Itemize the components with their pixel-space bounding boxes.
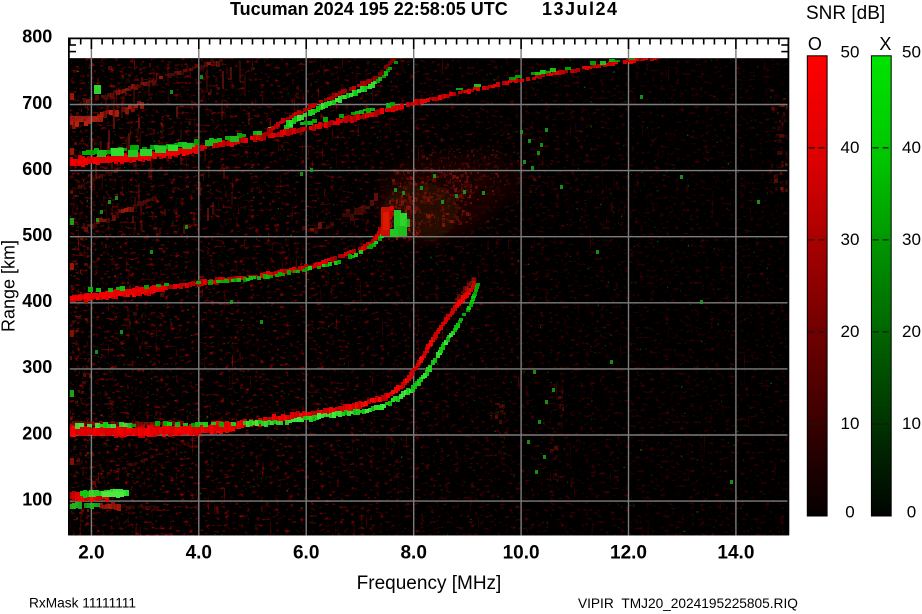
svg-text:800: 800: [22, 27, 52, 47]
svg-text:4.0: 4.0: [186, 543, 212, 564]
svg-text:500: 500: [22, 225, 52, 245]
svg-text:6.0: 6.0: [293, 543, 319, 564]
svg-text:X: X: [879, 34, 891, 54]
svg-text:20: 20: [902, 322, 921, 341]
svg-text:Frequency [MHz]: Frequency [MHz]: [357, 573, 502, 594]
svg-text:400: 400: [22, 291, 52, 311]
svg-text:VIPIR TMJ20_2024195225805.RIQ: VIPIR TMJ20_2024195225805.RIQ: [578, 596, 798, 611]
svg-text:O: O: [808, 34, 822, 54]
svg-text:RxMask 11111111: RxMask 11111111: [29, 596, 136, 611]
svg-text:50: 50: [902, 42, 921, 61]
svg-text:700: 700: [22, 93, 52, 113]
svg-text:10: 10: [841, 414, 860, 433]
svg-text:Tucuman 2024 195 22:58:05 UTC: Tucuman 2024 195 22:58:05 UTC: [230, 0, 508, 19]
svg-text:0: 0: [907, 503, 916, 522]
svg-text:13Jul24: 13Jul24: [542, 0, 619, 19]
svg-text:10: 10: [902, 414, 921, 433]
svg-text:40: 40: [902, 138, 921, 157]
svg-text:Range [km]: Range [km]: [0, 240, 19, 332]
svg-text:0: 0: [845, 503, 854, 522]
svg-text:8.0: 8.0: [400, 543, 426, 564]
svg-text:20: 20: [841, 322, 860, 341]
svg-text:12.0: 12.0: [610, 543, 647, 564]
svg-text:50: 50: [841, 42, 860, 61]
svg-text:40: 40: [841, 138, 860, 157]
svg-text:30: 30: [902, 230, 921, 249]
svg-text:30: 30: [841, 230, 860, 249]
svg-text:300: 300: [22, 357, 52, 377]
svg-text:10.0: 10.0: [503, 543, 540, 564]
svg-text:200: 200: [22, 423, 52, 443]
svg-text:14.0: 14.0: [717, 543, 754, 564]
svg-text:SNR [dB]: SNR [dB]: [806, 3, 885, 24]
svg-text:600: 600: [22, 159, 52, 179]
svg-text:2.0: 2.0: [78, 543, 104, 564]
svg-text:100: 100: [22, 489, 52, 509]
